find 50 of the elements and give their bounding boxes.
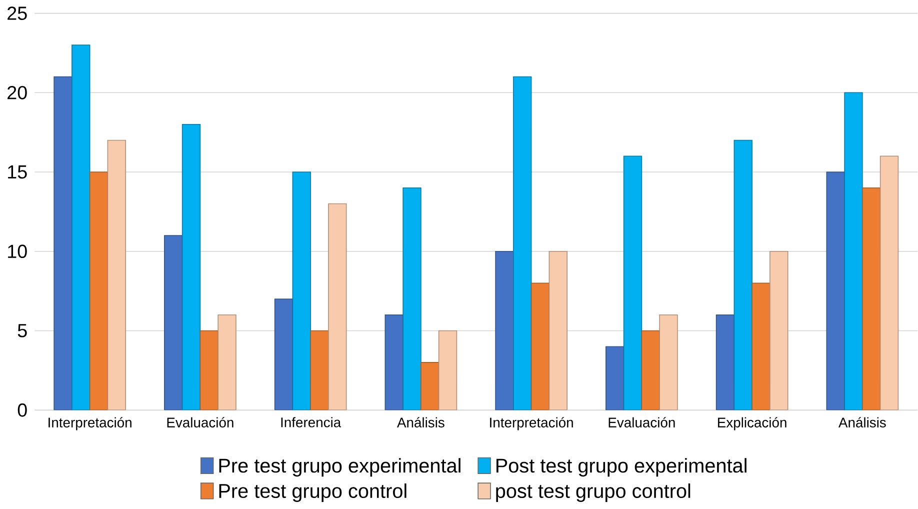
- bar: [623, 156, 642, 410]
- y-tick-label: 5: [18, 324, 27, 338]
- legend-label: Pre test grupo experimental: [219, 458, 460, 477]
- bar: [659, 314, 678, 410]
- bar: [862, 188, 881, 410]
- bar: [826, 172, 845, 410]
- bar: [328, 203, 347, 410]
- legend-label: Post test grupo experimental: [496, 458, 746, 477]
- bar: [420, 362, 440, 410]
- legend-label: Pre test grupo control: [219, 484, 406, 502]
- bar: [292, 172, 311, 410]
- bar: [200, 330, 218, 410]
- bar: [495, 251, 514, 410]
- bar: [734, 140, 752, 410]
- bar: [641, 330, 660, 410]
- bar: [402, 188, 422, 410]
- bar: [752, 282, 770, 410]
- bar: [513, 76, 532, 410]
- bar: [54, 76, 72, 410]
- y-tick-label: 10: [8, 244, 27, 258]
- bar: [880, 156, 899, 410]
- bar: [164, 235, 183, 410]
- bar: [438, 330, 458, 410]
- x-tick-label: Análisis: [397, 417, 444, 428]
- bar: [606, 346, 624, 410]
- x-tick-label: Evaluación: [167, 417, 234, 428]
- y-tick-label: 0: [18, 404, 27, 417]
- x-tick-label: Inferencia: [281, 417, 342, 428]
- bar: [274, 298, 294, 410]
- legend-label: post test grupo control: [496, 484, 690, 502]
- bar: [844, 92, 863, 410]
- x-tick-label: Explicación: [718, 417, 786, 430]
- x-tick-label: Análisis: [838, 417, 886, 428]
- bar: [770, 251, 788, 410]
- bar: [72, 44, 90, 410]
- bar: [548, 251, 568, 410]
- bar: [310, 330, 329, 410]
- y-tick-label: 20: [8, 86, 27, 100]
- bar: [384, 314, 404, 410]
- x-tick-label: Interpretación: [490, 417, 573, 430]
- bar: [716, 314, 735, 410]
- bar: [182, 124, 201, 410]
- x-tick-label: Evaluación: [608, 417, 675, 428]
- bar: [530, 282, 550, 410]
- bar: [218, 314, 236, 410]
- bar: [89, 172, 108, 410]
- y-tick-label: 25: [8, 6, 27, 20]
- x-tick-label: Interpretación: [48, 417, 132, 430]
- y-tick-label: 15: [8, 166, 27, 179]
- bar: [107, 140, 126, 410]
